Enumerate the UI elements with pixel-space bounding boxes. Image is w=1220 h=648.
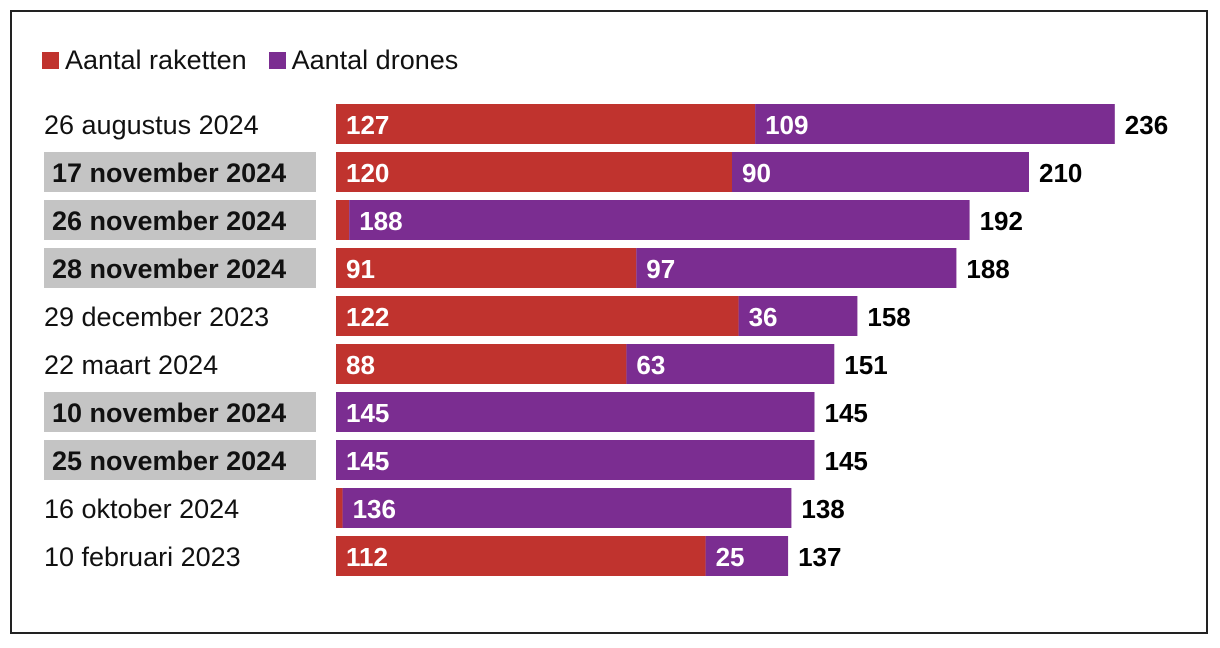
data-label-rockets: 127 bbox=[346, 110, 389, 140]
bar-segment-drones bbox=[336, 392, 815, 432]
data-label-drones: 97 bbox=[646, 254, 675, 284]
bar-segment-drones bbox=[336, 440, 815, 480]
data-label-total: 137 bbox=[798, 542, 841, 572]
bar-segment-rockets bbox=[336, 152, 732, 192]
row-label-highlight bbox=[44, 248, 316, 288]
data-label-total: 192 bbox=[980, 206, 1023, 236]
row-label: 28 november 2024 bbox=[52, 254, 286, 284]
bar-segment-rockets bbox=[336, 536, 706, 576]
data-label-total: 236 bbox=[1125, 110, 1168, 140]
legend-swatch-rockets bbox=[42, 51, 59, 69]
legend-item-drones: Aantal drones bbox=[268, 44, 459, 76]
bar-segment-rockets bbox=[336, 248, 637, 288]
bar-segment-rockets bbox=[336, 344, 627, 384]
legend: Aantal raketten Aantal drones bbox=[42, 44, 480, 76]
row-label: 29 december 2023 bbox=[44, 302, 269, 332]
legend-label-drones: Aantal drones bbox=[291, 44, 459, 75]
bar-segment-rockets bbox=[336, 296, 739, 336]
bar-segment-rockets bbox=[336, 488, 343, 528]
data-label-rockets: 88 bbox=[346, 350, 375, 380]
row-label-highlight bbox=[44, 200, 316, 240]
data-label-drones: 25 bbox=[716, 542, 745, 572]
data-label-total: 158 bbox=[867, 302, 910, 332]
row-label: 26 november 2024 bbox=[52, 206, 286, 236]
row-label: 22 maart 2024 bbox=[44, 350, 218, 380]
data-label-drones: 145 bbox=[346, 446, 389, 476]
data-label-drones: 188 bbox=[359, 206, 402, 236]
data-label-drones: 109 bbox=[765, 110, 808, 140]
chart-frame bbox=[10, 10, 1208, 634]
row-label: 17 november 2024 bbox=[52, 158, 286, 188]
bar-segment-drones bbox=[705, 536, 789, 576]
data-label-total: 145 bbox=[825, 398, 868, 428]
row-label-highlight bbox=[44, 152, 316, 192]
legend-label-rockets: Aantal raketten bbox=[65, 44, 247, 75]
data-label-total: 188 bbox=[966, 254, 1009, 284]
bar-segment-drones bbox=[342, 488, 792, 528]
bar-segment-drones bbox=[636, 248, 957, 288]
bar-segment-drones bbox=[732, 152, 1029, 192]
legend-swatch-drones bbox=[268, 51, 286, 69]
bar-segment-drones bbox=[738, 296, 858, 336]
row-label: 25 november 2024 bbox=[52, 446, 286, 476]
data-label-drones: 36 bbox=[749, 302, 778, 332]
bar-segment-rockets bbox=[336, 104, 756, 144]
bar-segment-drones bbox=[755, 104, 1115, 144]
data-label-total: 145 bbox=[825, 446, 868, 476]
bar-segment-drones bbox=[626, 344, 835, 384]
data-label-rockets: 120 bbox=[346, 158, 389, 188]
data-label-total: 138 bbox=[801, 494, 844, 524]
data-label-drones: 145 bbox=[346, 398, 389, 428]
row-label-highlight bbox=[44, 440, 316, 480]
data-label-rockets: 112 bbox=[346, 542, 388, 572]
legend-item-rockets: Aantal raketten bbox=[42, 45, 247, 76]
data-label-total: 151 bbox=[844, 350, 887, 380]
row-label: 16 oktober 2024 bbox=[44, 494, 239, 524]
row-label: 10 november 2024 bbox=[52, 398, 286, 428]
row-label: 26 augustus 2024 bbox=[44, 110, 259, 140]
bar-segment-drones bbox=[349, 200, 970, 240]
data-label-drones: 63 bbox=[636, 350, 665, 380]
data-label-rockets: 91 bbox=[346, 254, 375, 284]
row-label: 10 februari 2023 bbox=[44, 542, 241, 572]
data-label-drones: 90 bbox=[742, 158, 771, 188]
row-label-highlight bbox=[44, 392, 316, 432]
bar-segment-rockets bbox=[336, 200, 350, 240]
data-label-drones: 136 bbox=[353, 494, 396, 524]
data-label-rockets: 122 bbox=[346, 302, 389, 332]
data-label-total: 210 bbox=[1039, 158, 1082, 188]
